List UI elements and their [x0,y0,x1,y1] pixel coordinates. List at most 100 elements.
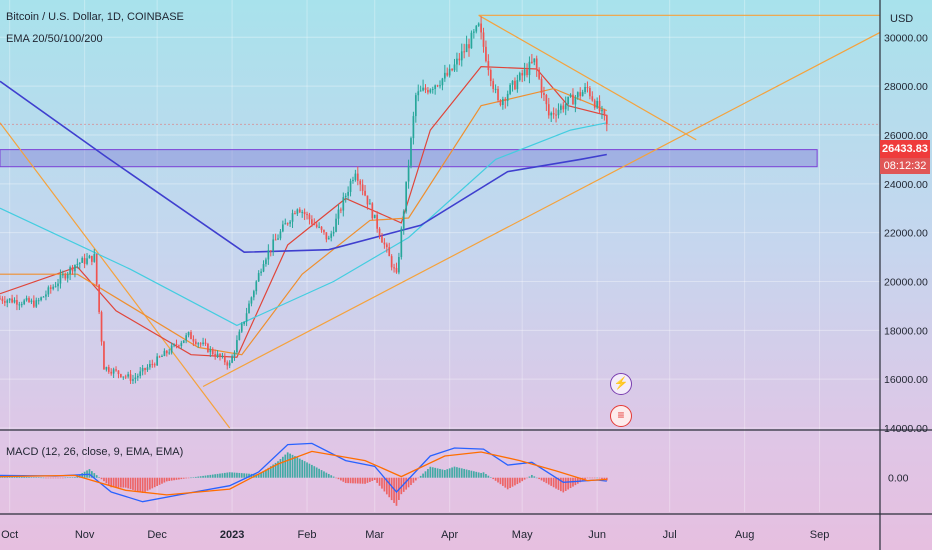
macd-histogram-bar [223,472,226,478]
macd-histogram-bar [303,461,306,478]
candle-body [223,355,226,363]
macd-histogram-bar [30,477,33,478]
candle-body [91,255,93,262]
candle-body [296,209,299,214]
macd-histogram-bar [95,475,98,478]
macd-histogram-bar [330,475,333,478]
candle-body [20,304,23,306]
macd-histogram-bar [448,468,451,478]
candle-body [42,296,45,298]
candle-body [342,197,345,211]
time-tick-label: Sep [810,529,830,541]
candle-body [569,94,572,97]
candle-body [180,342,183,347]
macd-histogram-bar [192,477,195,478]
candle-body [349,181,352,192]
candle-body [325,232,328,240]
candle-body [248,303,250,314]
macd-histogram-bar [393,477,395,503]
macd-histogram-bar [202,475,204,478]
candle-body [197,343,200,345]
macd-histogram-bar [168,477,171,481]
candle-body [245,313,248,322]
macd-histogram-bar [405,477,407,490]
candle-body [485,46,487,62]
candle-body [378,228,381,237]
macd-histogram-bar [153,477,156,488]
macd-histogram-bar [535,477,538,479]
macd-tick-label: 0.00 [888,473,909,485]
candle-body [477,23,480,26]
candle-body [323,229,325,233]
candle-body [289,221,291,224]
macd-histogram-bar [460,468,463,478]
time-tick-label: Nov [75,529,95,541]
candle-body [18,304,21,306]
macd-histogram-bar [211,474,214,478]
candle-body [398,257,400,273]
candle-body [402,211,405,229]
macd-histogram-bar [342,477,345,482]
macd-histogram-bar [306,462,308,478]
macd-histogram-bar [477,472,480,478]
macd-histogram-bar [47,477,50,479]
macd-histogram-bar [451,467,453,478]
candle-body [347,191,349,196]
candle-body [567,96,569,105]
candle-body [110,371,113,374]
macd-histogram-bar [110,477,113,488]
macd-histogram-bar [352,477,354,484]
macd-histogram-bar [332,476,335,478]
macd-histogram-bar [262,471,265,478]
lightning-icon[interactable]: ⚡ [610,373,632,395]
macd-histogram-bar [129,477,132,490]
candle-body [33,300,35,307]
macd-histogram-bar [146,477,149,491]
macd-histogram-bar [439,468,441,478]
macd-histogram-bar [371,477,374,481]
macd-histogram-bar [122,477,125,488]
us-flag-icon[interactable]: ≡ [610,405,632,427]
candle-body [277,238,279,240]
macd-histogram-bar [282,456,284,478]
macd-histogram-bar [605,477,608,481]
macd-histogram-bar [185,477,187,479]
candle-body [25,298,28,301]
candle-body [291,213,294,222]
macd-histogram-bar [593,477,596,479]
candle-body [37,300,40,302]
macd-histogram-bar [124,477,127,488]
candle-body [267,250,270,260]
candle-body [550,112,553,116]
candle-body [129,374,132,381]
candle-body [192,339,195,342]
candle-body [165,350,168,354]
macd-histogram-bar [436,468,439,478]
macd-histogram-bar [443,470,446,478]
macd-histogram-bar [74,477,76,478]
macd-histogram-bar [219,473,221,478]
candle-body [460,51,463,61]
candle-body [499,100,502,106]
candle-body [506,93,509,101]
candle-body [502,98,504,106]
candle-body [581,92,584,97]
candle-body [526,69,528,76]
candle-body [47,287,50,295]
ema-line [0,65,607,358]
macd-histogram-bar [308,463,311,478]
macd-histogram-bar [499,477,502,485]
price-tick-label: 20000.00 [884,276,928,288]
macd-histogram-bar [170,477,173,481]
macd-histogram-bar [591,477,594,479]
candle-body [202,342,204,344]
macd-histogram-bar [57,477,59,479]
macd-histogram-bar [487,475,490,478]
candle-body [531,61,533,63]
candle-body [219,353,221,357]
candle-body [315,224,318,227]
macd-histogram-bar [40,477,42,479]
candle-body [492,81,495,89]
